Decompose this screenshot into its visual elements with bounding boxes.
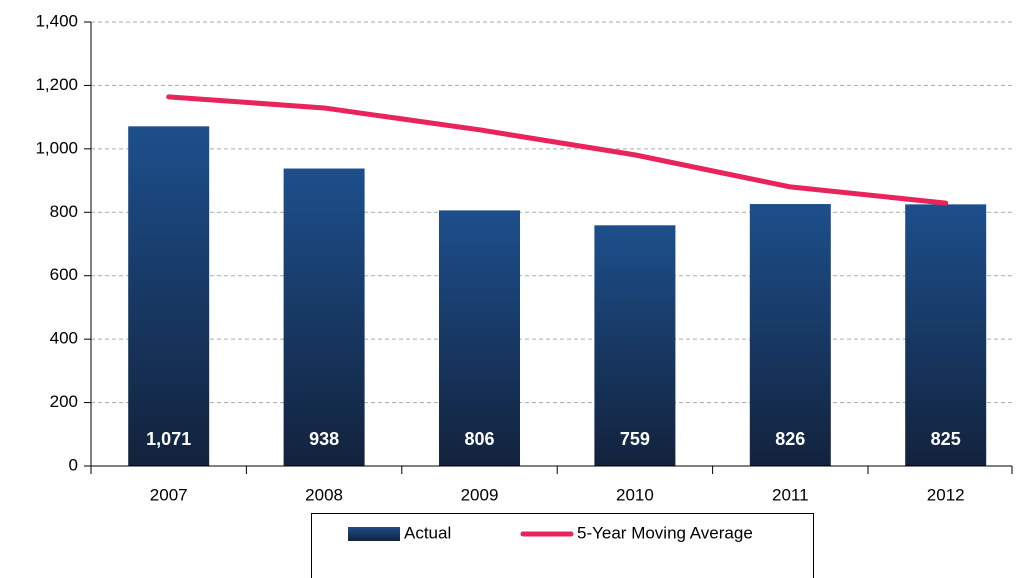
- line: [166, 94, 949, 206]
- data-label: 759: [620, 429, 650, 449]
- x-tick-label: 2011: [772, 485, 809, 504]
- x-tick-label: 2007: [150, 485, 188, 504]
- x-tick-label: 2009: [461, 485, 499, 504]
- data-label: 826: [775, 429, 805, 449]
- bar: [594, 225, 676, 466]
- data-label: 1,071: [146, 429, 191, 449]
- data-label: 938: [309, 429, 339, 449]
- x-tick-label: 2010: [616, 485, 654, 504]
- bar: [128, 126, 210, 466]
- bar: [283, 168, 365, 466]
- y-tick-label: 200: [50, 392, 78, 411]
- y-tick-label: 0: [69, 455, 78, 474]
- y-tick-label: 800: [50, 202, 78, 221]
- y-tick-label: 1,000: [35, 138, 78, 157]
- y-tick-label: 600: [50, 265, 78, 284]
- bar: [905, 204, 987, 466]
- legend-swatch: [348, 527, 400, 541]
- bar: [439, 210, 520, 466]
- legend-label: Actual: [404, 523, 451, 542]
- y-tick-label: 1,200: [35, 75, 78, 94]
- x-tick-label: 2012: [927, 485, 965, 504]
- data-label: 825: [931, 429, 961, 449]
- y-tick-label: 400: [50, 329, 78, 348]
- data-label: 806: [464, 429, 494, 449]
- bar: [749, 204, 831, 467]
- x-tick-label: 2008: [305, 485, 343, 504]
- legend-label: 5-Year Moving Average: [577, 523, 753, 542]
- legend-box: [311, 513, 814, 578]
- y-tick-label: 1,400: [35, 11, 78, 30]
